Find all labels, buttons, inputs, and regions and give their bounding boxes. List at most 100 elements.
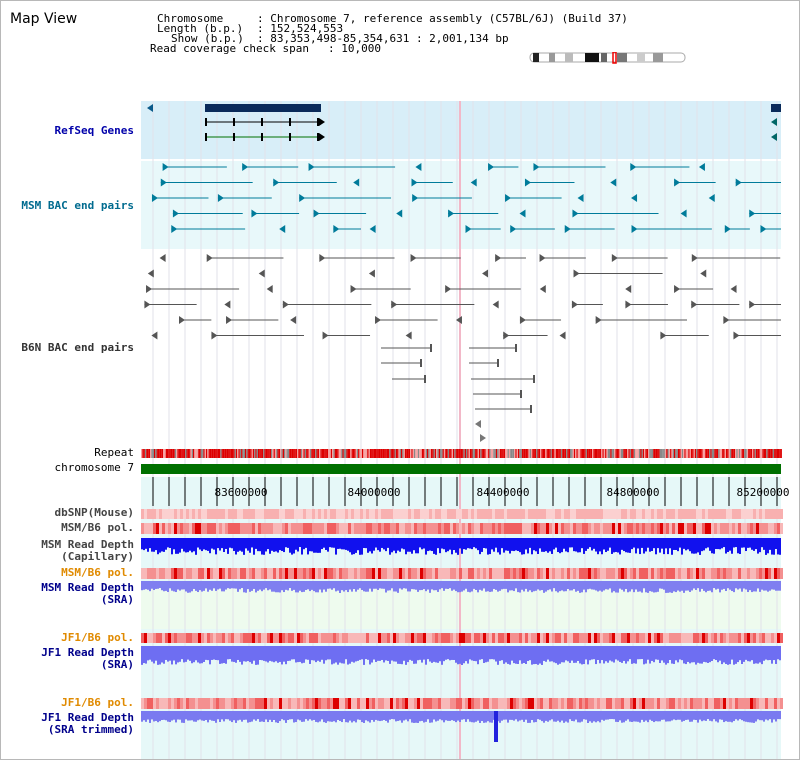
heat-cell [348,633,351,643]
repeat-block [165,449,167,458]
jf1-read-depth-sra-label-2[interactable]: (SRA) [100,658,134,671]
repeat-block [225,449,227,458]
depth-bar [209,538,211,554]
b6n-bac-label[interactable]: B6N BAC end pairs [21,341,134,354]
jf1-b6-pol-label[interactable]: JF1/B6 pol. [61,631,134,644]
msm-b6-pol-label-2[interactable]: MSM/B6 pol. [61,566,134,579]
heat-cell [480,509,483,519]
dbsnp-label[interactable]: dbSNP(Mouse) [54,506,134,519]
repeat-block [746,449,749,458]
depth-bar [721,646,723,665]
msm-read-depth-capillary-label-1[interactable]: MSM Read Depth [41,538,134,551]
heat-cell [663,568,666,579]
depth-bar [349,581,351,590]
heat-cell [738,523,741,534]
heat-cell [168,633,171,643]
heat-cell [528,523,531,534]
heat-cell [606,698,609,709]
repeat-block [151,449,153,458]
depth-bar [421,646,423,663]
heat-cell [621,568,624,579]
heat-cell [216,633,219,643]
depth-bar [147,711,149,720]
msm-read-depth-sra-label-1[interactable]: MSM Read Depth [41,581,134,594]
jf1-read-depth-trimmed-label-1[interactable]: JF1 Read Depth [41,711,134,724]
repeat-block [700,449,702,458]
heat-cell [246,509,249,519]
depth-bar [705,646,707,663]
depth-bar [263,711,265,722]
jf1-read-depth-trimmed-label-2[interactable]: (SRA trimmed) [47,723,134,736]
heat-cell [636,523,639,534]
depth-bar [527,646,529,662]
repeat-block [419,449,421,458]
depth-bar [195,711,197,722]
repeat-block [459,449,461,458]
msm-bac-label[interactable]: MSM BAC end pairs [21,199,134,212]
msm-read-depth-capillary-label-2[interactable]: (Capillary) [61,550,134,563]
refseq-genes-label[interactable]: RefSeq Genes [54,124,134,137]
depth-bar [729,581,731,590]
repeat-block [525,449,528,458]
depth-bar [307,538,309,555]
repeat-block [705,449,707,458]
heat-cell [603,698,606,709]
depth-bar [451,646,453,660]
depth-bar [773,581,775,590]
heat-cell [393,698,396,709]
depth-bar [285,711,287,723]
depth-bar [327,538,329,552]
heat-cell [357,568,360,579]
depth-bar [385,711,387,721]
repeat-block [551,449,554,458]
depth-bar [637,538,639,549]
heat-cell [384,633,387,643]
depth-bar [663,646,665,663]
depth-bar [349,711,351,721]
depth-bar [269,581,271,590]
heat-cell [189,633,192,643]
heat-cell [516,568,519,579]
repeat-block [199,449,201,458]
depth-bar [417,538,419,554]
heat-cell [450,568,453,579]
repeat-block [520,449,522,458]
depth-bar [305,711,307,720]
heat-cell [708,523,711,534]
heat-cell [498,568,501,579]
heat-cell [615,568,618,579]
heat-cell [603,509,606,519]
depth-bar [283,538,285,553]
heat-cell [702,698,705,709]
repeat-block [671,449,673,458]
depth-bar [253,538,255,555]
heat-cell [660,633,663,643]
heat-cell [342,633,345,643]
heat-cell [570,509,573,519]
repeat-block [642,449,645,458]
msm-read-depth-sra-label-2[interactable]: (SRA) [100,593,134,606]
heat-cell [594,568,597,579]
depth-bar [297,581,299,593]
depth-bar [625,538,627,553]
repeat-block [403,449,405,458]
depth-bar [673,711,675,720]
repeat-block [221,449,223,458]
depth-bar [757,711,759,720]
depth-bar [461,646,463,665]
repeat-block [701,449,703,458]
depth-bar [365,581,367,592]
jf1-b6-pol-label-2[interactable]: JF1/B6 pol. [61,696,134,709]
heat-cell [705,698,708,709]
msm-b6-pol-label[interactable]: MSM/B6 pol. [61,521,134,534]
depth-bar [355,711,357,723]
depth-bar [709,581,711,591]
depth-bar [565,538,567,552]
chromosome-ideogram[interactable] [529,52,687,64]
repeat-block [251,449,253,458]
depth-bar [607,646,609,663]
depth-bar [217,646,219,661]
heat-cell [294,523,297,534]
jf1-read-depth-sra-label-1[interactable]: JF1 Read Depth [41,646,134,659]
